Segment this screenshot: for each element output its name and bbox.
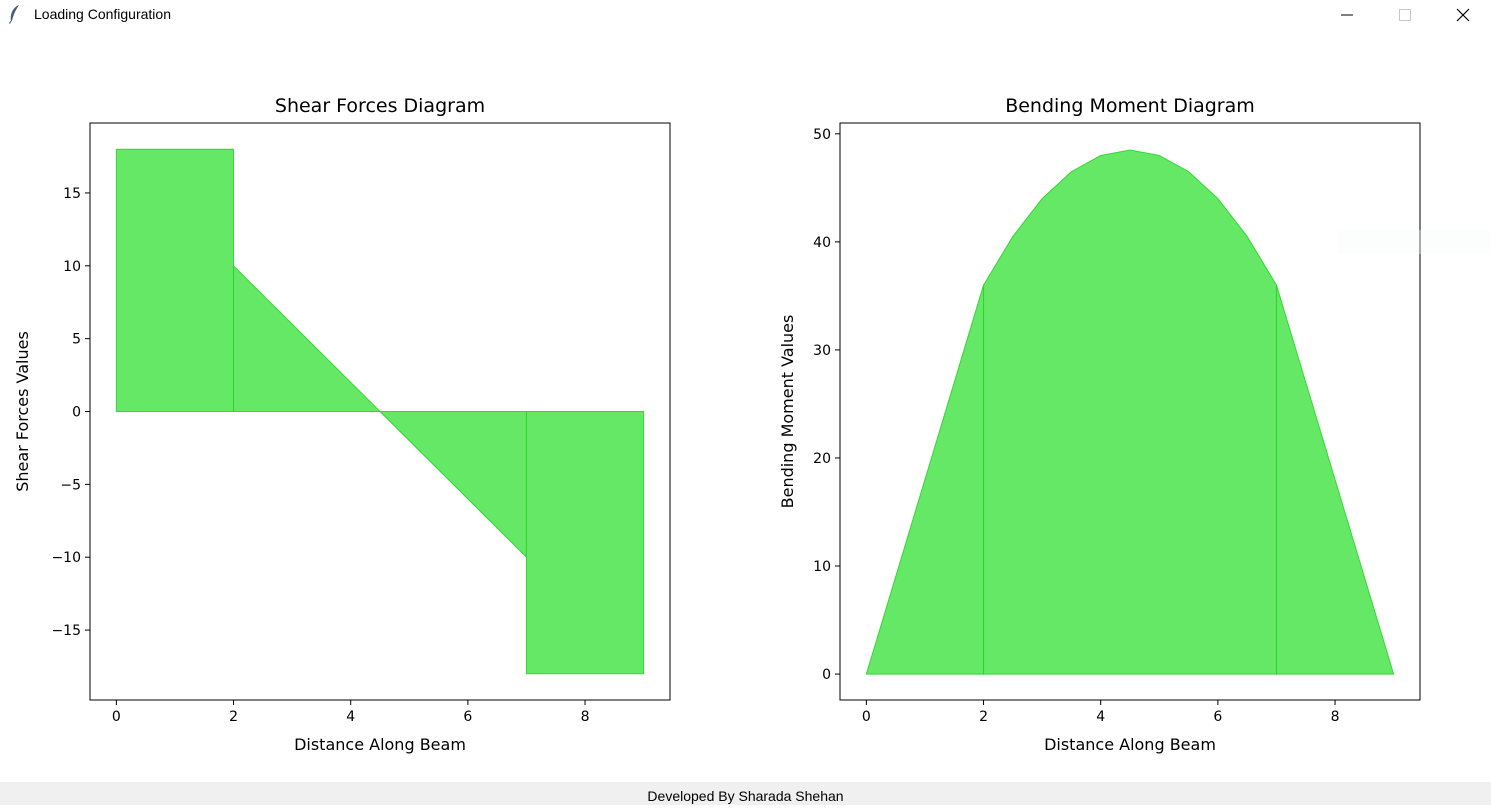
minimize-button[interactable] bbox=[1318, 0, 1376, 30]
moment-xtick-label: 6 bbox=[1213, 709, 1222, 725]
moment-xtick-label: 2 bbox=[979, 709, 988, 725]
close-button[interactable] bbox=[1434, 0, 1491, 30]
minimize-icon bbox=[1341, 14, 1353, 16]
moment-area-segment-0 bbox=[865, 284, 985, 675]
shear-area-segment-2 bbox=[525, 411, 645, 675]
moment-area-segment-1 bbox=[983, 149, 1277, 675]
moment-ytick-label: 10 bbox=[813, 559, 831, 575]
faded-tooltip bbox=[1338, 230, 1490, 254]
shear-area-segment-1 bbox=[233, 264, 527, 559]
moment-xtick-label: 8 bbox=[1331, 709, 1340, 725]
shear-ytick-label: 10 bbox=[63, 259, 81, 275]
moment-area-segment-2 bbox=[1275, 284, 1395, 675]
charts-area: 0 2 4 6 8 15 10 5 0 −5 −10 −15 Shear Forces Diagram D… bbox=[0, 30, 1491, 782]
moment-chart-title: Bending Moment Diagram bbox=[1005, 95, 1255, 117]
shear-ytick-label: −15 bbox=[51, 623, 81, 639]
shear-xtick-label: 4 bbox=[346, 709, 355, 725]
footer-credit: Developed By Sharada Shehan bbox=[0, 782, 1491, 805]
shear-xtick-label: 8 bbox=[581, 709, 590, 725]
shear-forces-chart: 0 2 4 6 8 15 10 5 0 −5 −10 −15 Shear Forces Diagram D… bbox=[13, 95, 671, 754]
close-icon bbox=[1456, 8, 1470, 22]
moment-ytick-label: 40 bbox=[813, 235, 831, 251]
moment-ytick-label: 20 bbox=[813, 451, 831, 467]
shear-xtick-label: 2 bbox=[229, 709, 238, 725]
moment-x-axis-label: Distance Along Beam bbox=[1044, 735, 1216, 754]
moment-ytick-label: 0 bbox=[822, 667, 831, 683]
moment-xtick-label: 0 bbox=[862, 709, 871, 725]
maximize-button[interactable] bbox=[1376, 0, 1434, 30]
shear-ytick-label: −10 bbox=[51, 550, 81, 566]
moment-ytick-label: 50 bbox=[813, 127, 831, 143]
shear-area-segment-0 bbox=[115, 148, 235, 412]
window-title: Loading Configuration bbox=[34, 6, 171, 22]
shear-xtick-label: 0 bbox=[112, 709, 121, 725]
shear-ytick-label: 5 bbox=[72, 332, 81, 348]
maximize-icon bbox=[1399, 9, 1411, 21]
shear-ytick-label: 0 bbox=[72, 405, 81, 421]
shear-ytick-label: −5 bbox=[60, 477, 81, 493]
shear-y-axis-label: Shear Forces Values bbox=[13, 331, 32, 492]
shear-ytick-label: 15 bbox=[63, 186, 81, 202]
shear-chart-title: Shear Forces Diagram bbox=[275, 95, 485, 117]
shear-xtick-label: 6 bbox=[463, 709, 472, 725]
feather-icon bbox=[8, 5, 19, 24]
moment-plot-frame bbox=[839, 122, 1421, 701]
moment-xtick-label: 4 bbox=[1096, 709, 1105, 725]
bending-moment-chart: 0 2 4 6 8 0 10 20 30 40 50 Bending Moment Diagram Di… bbox=[778, 95, 1421, 754]
moment-ytick-label: 30 bbox=[813, 343, 831, 359]
moment-y-axis-label: Bending Moment Values bbox=[778, 315, 797, 509]
shear-x-axis-label: Distance Along Beam bbox=[294, 735, 466, 754]
title-bar: Loading Configuration bbox=[0, 0, 1491, 30]
